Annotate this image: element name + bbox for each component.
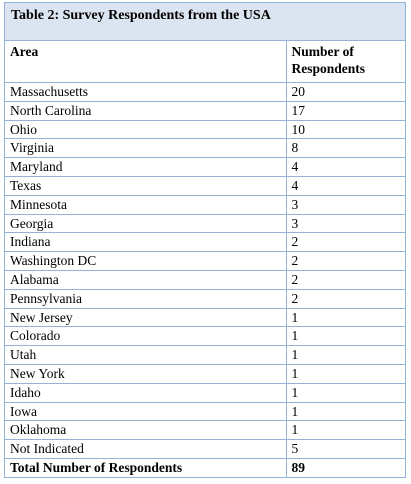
table-cell: Texas bbox=[5, 175, 287, 196]
table-cell: 2 bbox=[285, 251, 405, 271]
table-row: Washington DC 2 bbox=[5, 251, 405, 271]
table-cell: 2 bbox=[285, 232, 405, 253]
table-row: New York 1 bbox=[5, 363, 405, 384]
table-cell: 1 bbox=[285, 307, 405, 328]
table-cell: 17 bbox=[285, 100, 405, 121]
table-row: Georgia 3 bbox=[5, 213, 405, 234]
table-cell: 1 bbox=[285, 345, 405, 365]
table-row: Pennsylvania 2 bbox=[5, 288, 405, 309]
table-cell: Oklahoma bbox=[5, 420, 287, 441]
header-cell: Number of Respondents bbox=[285, 41, 405, 83]
table-cell: Iowa bbox=[5, 401, 287, 422]
table-cell: 20 bbox=[285, 82, 405, 102]
table-cell: Total Number of Respondents bbox=[5, 457, 287, 477]
table-row: Oklahoma 1 bbox=[5, 420, 405, 441]
table-body: Area Number of Respondents Massachusetts… bbox=[5, 41, 405, 477]
table-cell: Alabama bbox=[5, 269, 287, 290]
table-cell: Not Indicated bbox=[5, 439, 287, 459]
table-cell: 5 bbox=[285, 439, 405, 459]
table-cell: New York bbox=[5, 363, 287, 384]
table-cell: 3 bbox=[285, 194, 405, 215]
table-title: Table 2: Survey Respondents from the USA bbox=[5, 3, 405, 41]
table-cell: Maryland bbox=[5, 157, 287, 177]
table-row: Massachusetts 20 bbox=[5, 82, 405, 102]
table-row: Maryland 4 bbox=[5, 157, 405, 177]
table-cell: 1 bbox=[285, 326, 405, 347]
table-row: North Carolina 17 bbox=[5, 100, 405, 121]
table-cell: Indiana bbox=[5, 232, 287, 253]
table-row: Virginia 8 bbox=[5, 138, 405, 159]
table: Area Number of Respondents Massachusetts… bbox=[5, 41, 405, 477]
table-row: Ohio 10 bbox=[5, 119, 405, 140]
table-row: Colorado 1 bbox=[5, 326, 405, 347]
table-cell: 1 bbox=[285, 382, 405, 403]
table-row: Alabama 2 bbox=[5, 269, 405, 290]
table-cell: Utah bbox=[5, 345, 287, 365]
table-cell: 10 bbox=[285, 119, 405, 140]
table-row: Not Indicated 5 bbox=[5, 439, 405, 459]
table-cell: Georgia bbox=[5, 213, 287, 234]
table-cell: 4 bbox=[285, 175, 405, 196]
table-cell: 1 bbox=[285, 363, 405, 384]
table-row: Utah 1 bbox=[5, 345, 405, 365]
table-cell: Massachusetts bbox=[5, 82, 287, 102]
table-cell: Idaho bbox=[5, 382, 287, 403]
table-cell: Pennsylvania bbox=[5, 288, 287, 309]
table-cell: 3 bbox=[285, 213, 405, 234]
table-row: Idaho 1 bbox=[5, 382, 405, 403]
table-cell: 8 bbox=[285, 138, 405, 159]
table-container: Table 2: Survey Respondents from the USA… bbox=[4, 2, 406, 478]
table-row: Texas 4 bbox=[5, 175, 405, 196]
header-row: Area Number of Respondents bbox=[5, 41, 405, 83]
table-cell: 1 bbox=[285, 420, 405, 441]
table-cell: 2 bbox=[285, 269, 405, 290]
table-cell: Ohio bbox=[5, 119, 287, 140]
table-cell: Washington DC bbox=[5, 251, 287, 271]
table-row: Indiana 2 bbox=[5, 232, 405, 253]
table-cell: Colorado bbox=[5, 326, 287, 347]
table-row: Iowa 1 bbox=[5, 401, 405, 422]
table-cell: Minnesota bbox=[5, 194, 287, 215]
table-cell: 1 bbox=[285, 401, 405, 422]
total-row: Total Number of Respondents 89 bbox=[5, 457, 405, 477]
table-row: Minnesota 3 bbox=[5, 194, 405, 215]
table-cell: New Jersey bbox=[5, 307, 287, 328]
table-cell: North Carolina bbox=[5, 100, 287, 121]
table-cell: 2 bbox=[285, 288, 405, 309]
table-cell: Virginia bbox=[5, 138, 287, 159]
header-cell: Area bbox=[5, 41, 287, 83]
table-cell: 89 bbox=[285, 457, 405, 477]
table-cell: 4 bbox=[285, 157, 405, 177]
table-row: New Jersey 1 bbox=[5, 307, 405, 328]
